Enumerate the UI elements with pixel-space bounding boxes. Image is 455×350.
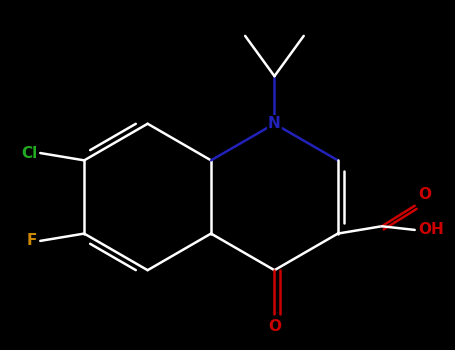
Text: F: F — [27, 233, 37, 248]
Text: O: O — [268, 319, 281, 334]
Text: N: N — [268, 116, 281, 131]
Text: OH: OH — [419, 222, 444, 237]
Text: O: O — [419, 187, 431, 202]
Text: Cl: Cl — [21, 146, 37, 161]
